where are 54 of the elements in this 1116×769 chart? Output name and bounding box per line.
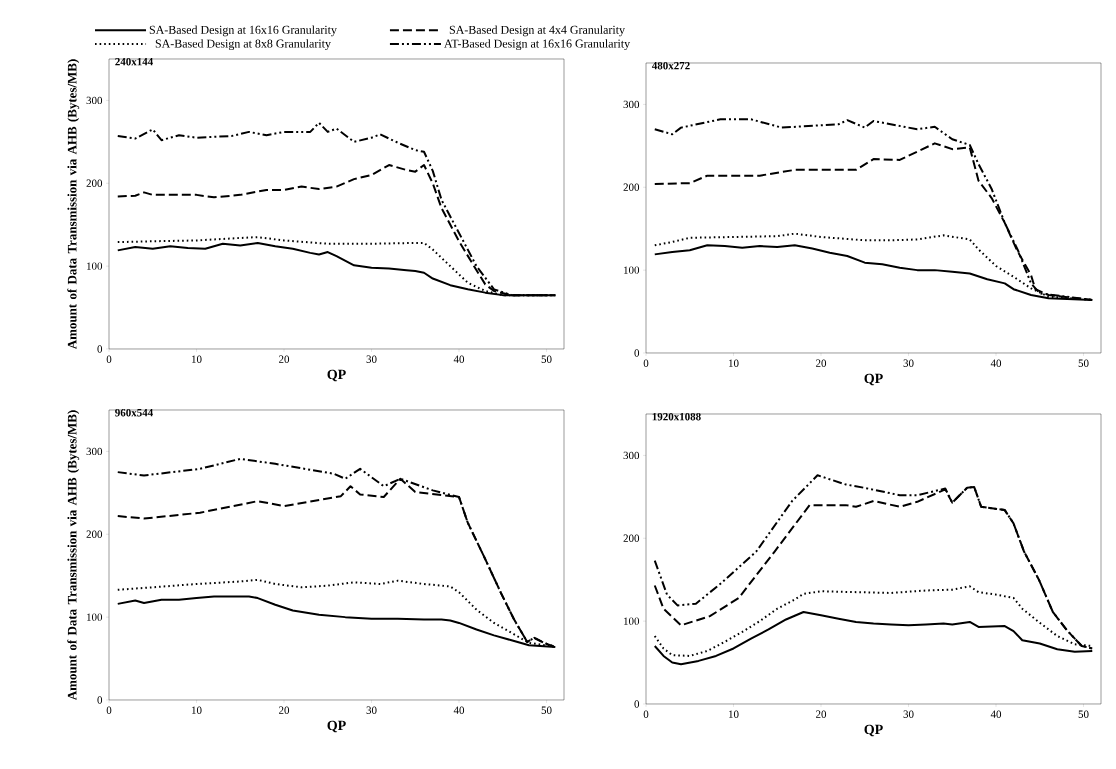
x-axis-title: QP xyxy=(864,373,883,386)
x-tick-label: 40 xyxy=(453,706,465,714)
x-tick-label: 0 xyxy=(106,706,112,714)
y-tick-label: 0 xyxy=(97,345,103,353)
x-tick-label: 50 xyxy=(541,355,552,363)
x-tick-label: 20 xyxy=(816,710,827,718)
y-tick-label: 100 xyxy=(87,613,103,621)
x-tick-label: 50 xyxy=(1078,359,1089,367)
x-tick-label: 40 xyxy=(990,359,1002,367)
x-tick-label: 50 xyxy=(1078,710,1089,718)
legend-label: AT-Based Design at 16x16 Granularity xyxy=(444,39,631,51)
x-tick-label: 10 xyxy=(729,359,739,367)
x-tick-label: 20 xyxy=(279,706,290,714)
y-tick-label: 300 xyxy=(623,451,640,460)
y-tick-label: 0 xyxy=(634,700,640,708)
y-tick-label: 200 xyxy=(86,530,103,538)
x-tick-label: 10 xyxy=(729,710,739,718)
chart-title: 480x272 xyxy=(651,61,690,70)
y-axis-title: Amount of Data Transmission via AHB (Bytes/MB) xyxy=(67,410,80,701)
legend-label: SA-Based Design at 16x16 Granularity xyxy=(149,25,337,37)
x-axis-title: QP xyxy=(327,720,346,733)
chart-title: 960x544 xyxy=(115,408,153,417)
legend-label: SA-Based Design at 8x8 Granularity xyxy=(155,39,331,51)
chart-title: 240x144 xyxy=(115,57,153,66)
y-axis-title: Amount of Data Transmission via AHB (Bytes/MB) xyxy=(67,59,80,350)
x-tick-label: 20 xyxy=(279,355,290,363)
y-tick-label: 100 xyxy=(87,262,103,270)
x-tick-label: 0 xyxy=(106,355,112,363)
y-tick-label: 100 xyxy=(624,266,640,274)
y-tick-label: 0 xyxy=(97,696,103,704)
legend-label: SA-Based Design at 4x4 Granularity xyxy=(449,25,625,37)
y-tick-label: 200 xyxy=(86,179,103,187)
x-tick-label: 10 xyxy=(192,706,202,714)
x-tick-label: 30 xyxy=(903,359,914,367)
x-axis-title: QP xyxy=(864,724,883,737)
x-tick-label: 20 xyxy=(816,359,827,367)
y-tick-label: 0 xyxy=(634,349,640,357)
y-tick-label: 300 xyxy=(86,96,103,105)
x-tick-label: 50 xyxy=(541,706,552,714)
x-tick-label: 40 xyxy=(453,355,465,363)
x-tick-label: 30 xyxy=(366,706,377,714)
y-tick-label: 200 xyxy=(623,534,640,542)
y-tick-label: 100 xyxy=(624,617,640,625)
x-tick-label: 40 xyxy=(990,710,1002,718)
y-tick-label: 300 xyxy=(86,447,103,456)
x-tick-label: 0 xyxy=(643,710,649,718)
x-tick-label: 0 xyxy=(643,359,649,367)
x-axis-title: QP xyxy=(327,369,346,382)
x-tick-label: 10 xyxy=(192,355,202,363)
chart-title: 1920x1088 xyxy=(652,412,701,421)
y-tick-label: 200 xyxy=(623,183,640,191)
x-tick-label: 30 xyxy=(366,355,377,363)
x-tick-label: 30 xyxy=(903,710,914,718)
y-tick-label: 300 xyxy=(623,100,640,109)
